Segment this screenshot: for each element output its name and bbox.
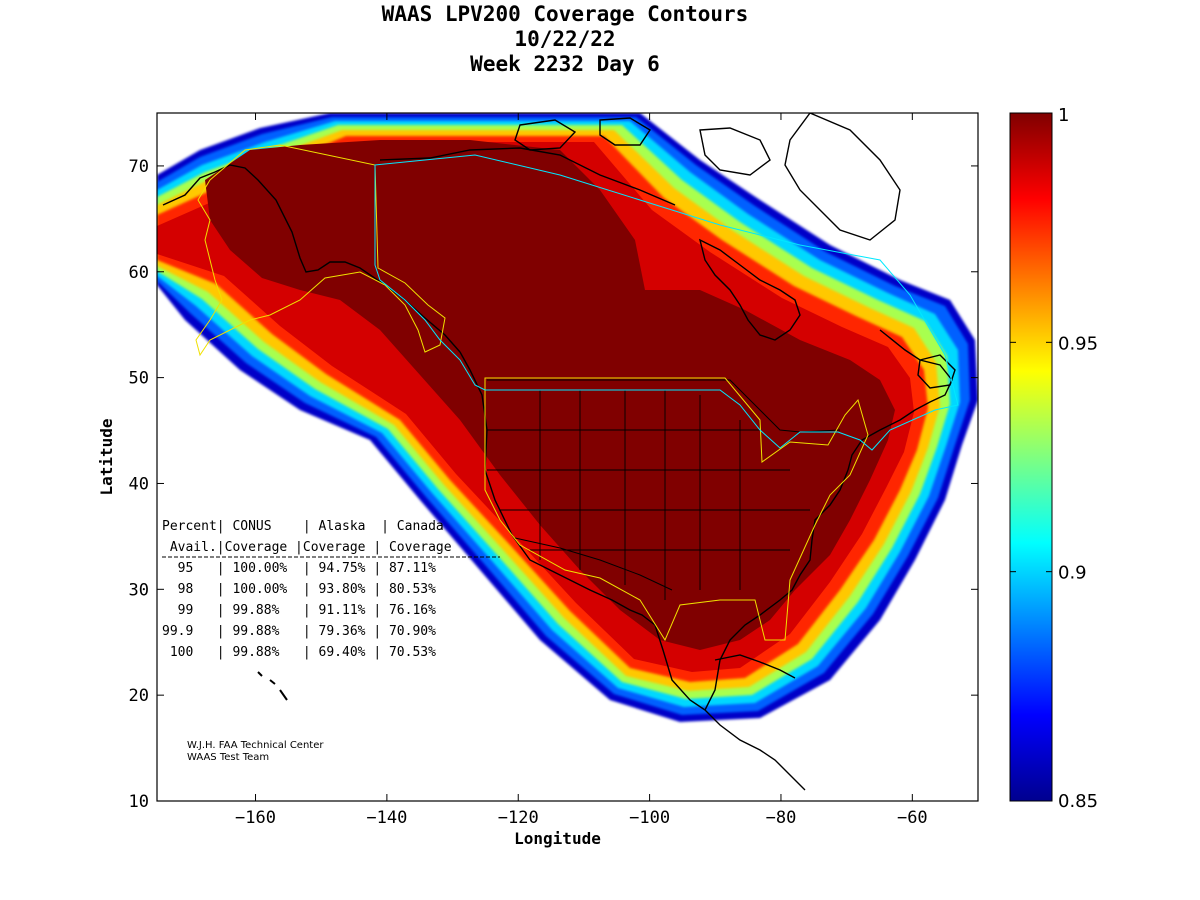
newfoundland-coast [917,354,956,389]
colorbar-tick-label: 1 [1058,105,1069,126]
table-row: 95 | 100.00% | 94.75% | 87.11% [162,561,436,576]
y-tick-label: 40 [129,474,149,494]
chart-date: 10/22/22 [514,27,616,51]
y-tick-label: 70 [129,157,149,177]
x-tick-label: −60 [897,808,928,828]
canada-outline [374,154,959,451]
hudson-bay-coast [698,238,801,341]
x-tick-label: −160 [235,808,276,828]
canada-arctic-coast [379,147,676,206]
arctic-island-2 [599,117,651,146]
y-axis-label: Latitude [97,418,116,495]
table-row: 99 | 99.88% | 91.11% | 76.16% [162,603,436,618]
credit-line-1: W.J.H. FAA Technical Center [187,740,324,751]
hawaii [257,671,288,701]
pacific-coast [459,351,706,711]
colorbar-tick-label: 0.95 [1058,333,1098,354]
y-tick-label: 20 [129,686,149,706]
colorbar-tick-label: 0.9 [1058,563,1087,584]
x-tick-label: −80 [766,808,797,828]
colorbar-tick-label: 0.85 [1058,791,1098,812]
mexico-border [514,537,673,591]
chart-title: WAAS LPV200 Coverage Contours [381,2,749,26]
arctic-island-3 [514,119,577,151]
state-lines [487,390,810,600]
conus-alaska-outline [195,144,869,642]
chart-week: Week 2232 Day 6 [470,52,660,76]
arctic-island-1 [699,127,771,176]
gulf-coast [704,469,849,711]
cuba-coast [714,654,796,679]
x-axis-label: Longitude [514,829,601,848]
y-tick-label: 60 [129,263,149,283]
central-america-coast [704,709,806,791]
table-row: 99.9 | 99.88% | 79.36% | 70.90% [162,624,436,639]
greenland-coast [784,113,901,241]
y-tick-label: 50 [129,369,149,389]
y-tick-label: 30 [129,580,149,600]
x-tick-label: −140 [366,808,407,828]
map-area [157,113,978,791]
x-tick-label: −100 [629,808,670,828]
colorbar [1009,112,1053,802]
y-tick-label: 10 [129,792,149,812]
table-header-2: Avail.|Coverage |Coverage | Coverage [162,540,452,555]
table-row: 100 | 99.88% | 69.40% | 70.53% [162,645,436,660]
x-tick-label: −120 [498,808,539,828]
table-header-1: Percent| CONUS | Alaska | Canada [162,519,444,534]
credit-line-2: WAAS Test Team [187,752,269,763]
axes-frame [156,112,979,802]
table-row: 98 | 100.00% | 93.80% | 80.53% [162,582,436,597]
